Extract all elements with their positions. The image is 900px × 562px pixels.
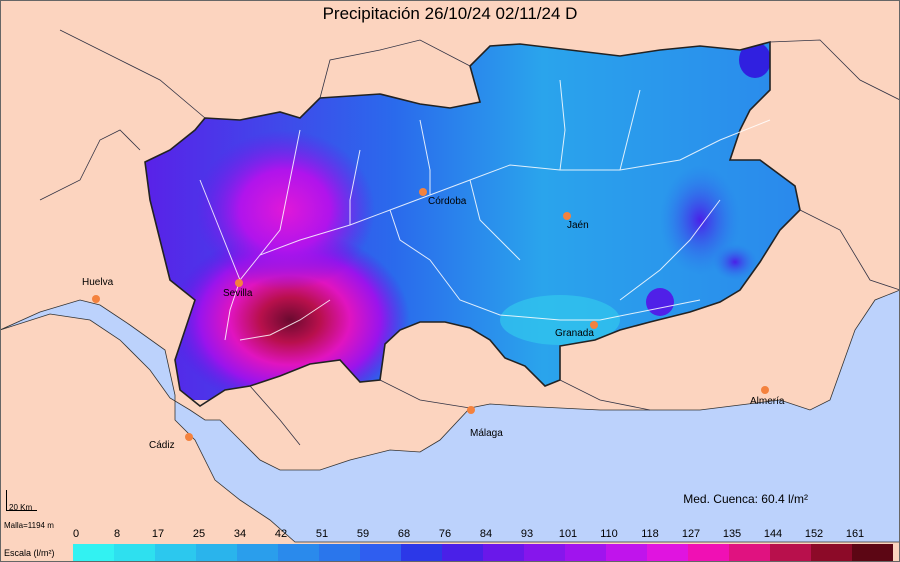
city-label-malaga: Málaga [470,428,503,439]
legend-tick-label: 93 [520,528,534,540]
legend-swatch [196,544,237,562]
legend-swatch [483,544,524,562]
legend-tick-label: 110 [600,528,618,540]
legend-swatch [360,544,401,562]
legend-swatch [401,544,442,562]
city-label-almeria: Almería [750,396,785,407]
legend-tick-label: 84 [479,528,493,540]
city-label-cadiz: Cádiz [149,440,175,451]
legend-swatch [647,544,688,562]
city-dot-icon [563,212,571,220]
city-dot-icon [235,279,243,287]
legend-swatch [770,544,811,562]
legend-tick-labels: 0 8 17 25 34 42 51 59 68 76 84 93 101 110 118 127 135 144… [73,528,893,542]
legend-tick-label: 34 [233,528,247,540]
legend-tick-label: 59 [356,528,370,540]
legend-tick-label: 144 [763,528,783,540]
legend-swatch [319,544,360,562]
river-network [199,79,771,341]
legend-swatch [729,544,770,562]
grid-resolution-label: Malla=1194 m [4,521,54,530]
legend-tick-label: 51 [315,528,329,540]
city-dot-icon [761,386,769,394]
scale-bar-label: 20 Km [9,503,33,512]
legend-color-bar [73,544,893,562]
city-dot-icon [185,433,193,441]
legend-tick-label: 42 [274,528,288,540]
city-dot-icon [467,406,475,414]
legend-tick-label: 161 [845,528,865,540]
legend-tick-label: 135 [722,528,742,540]
region-borders [39,29,900,446]
legend-tick-label: 17 [151,528,165,540]
city-label-jaen: Jaén [567,220,589,231]
legend-swatch [278,544,319,562]
city-dot-icon [92,295,100,303]
basin-outline [144,40,801,407]
legend-swatch [811,544,852,562]
legend-swatch [442,544,483,562]
legend-swatch [73,544,114,562]
legend-tick-label: 127 [681,528,701,540]
legend-tick-label: 118 [641,528,659,540]
legend-swatch [237,544,278,562]
legend-title: Escala (l/m²) [4,548,55,558]
legend-tick-label: 25 [192,528,206,540]
legend-swatch [524,544,565,562]
legend-swatch [114,544,155,562]
map-title: Precipitación 26/10/24 02/11/24 D [322,4,578,23]
legend-tick-label: 76 [438,528,452,540]
legend-tick-label: 101 [558,528,578,540]
basin-mean-label: Med. Cuenca: 60.4 l/m² [683,492,808,506]
city-dot-icon [419,188,427,196]
city-label-sevilla: Sevilla [223,288,253,299]
legend-swatch [852,544,893,562]
legend-tick-label: 152 [804,528,824,540]
legend-swatch [565,544,606,562]
city-dot-icon [590,321,598,329]
legend-tick-label: 8 [113,528,121,540]
legend-tick-label: 68 [397,528,411,540]
city-label-huelva: Huelva [82,277,114,288]
scale-bar [6,490,37,511]
legend-swatch [606,544,647,562]
legend-swatch [155,544,196,562]
legend-swatch [688,544,729,562]
city-label-granada: Granada [555,328,594,339]
city-label-cordoba: Córdoba [428,196,467,207]
legend-tick-label: 0 [72,528,80,540]
sea-south [0,289,900,543]
